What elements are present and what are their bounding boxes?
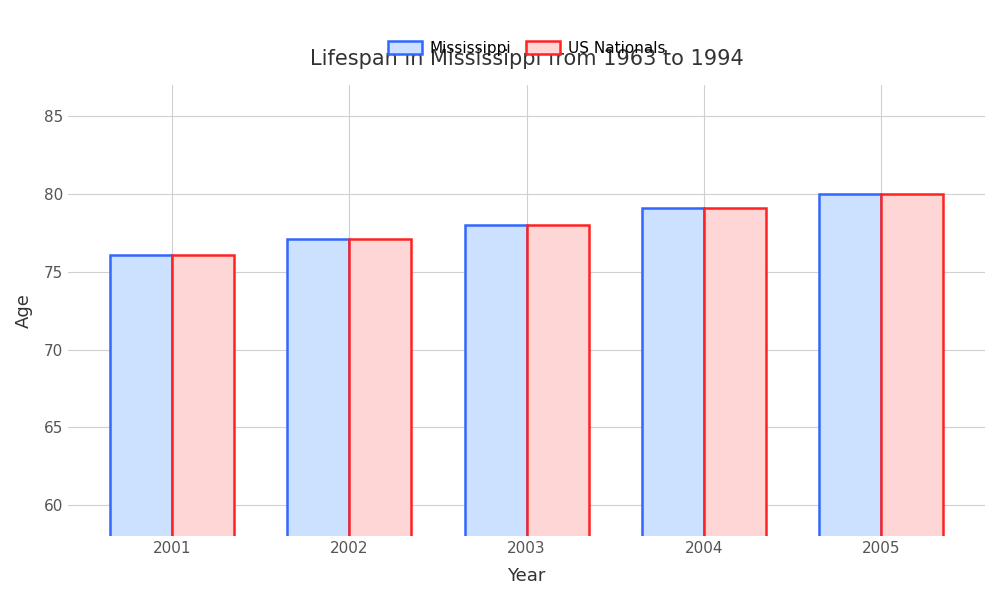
Bar — [172, 255, 234, 600]
Bar — [349, 239, 411, 600]
Bar — [704, 208, 766, 600]
Bar — [110, 255, 172, 600]
Y-axis label: Age: Age — [15, 293, 33, 328]
Bar — [465, 225, 527, 600]
Bar — [527, 225, 589, 600]
Legend: Mississippi, US Nationals: Mississippi, US Nationals — [382, 34, 671, 62]
Title: Lifespan in Mississippi from 1963 to 1994: Lifespan in Mississippi from 1963 to 199… — [310, 49, 744, 68]
Bar — [819, 194, 881, 600]
Bar — [881, 194, 943, 600]
Bar — [287, 239, 349, 600]
Bar — [642, 208, 704, 600]
X-axis label: Year: Year — [507, 567, 546, 585]
